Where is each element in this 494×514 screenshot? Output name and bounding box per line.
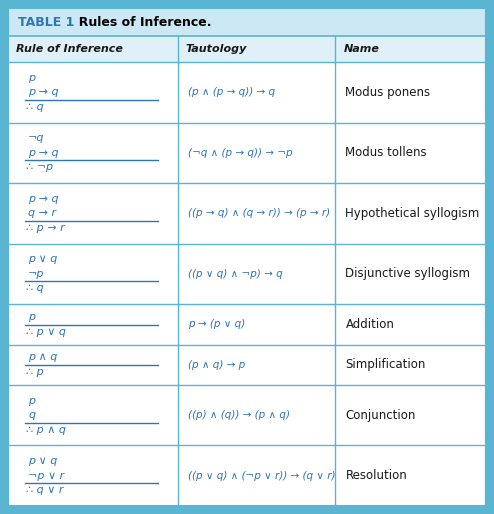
Text: TABLE 1: TABLE 1 <box>18 15 75 28</box>
Text: Modus tollens: Modus tollens <box>345 146 427 159</box>
Bar <box>8 304 486 344</box>
Text: Rules of Inference.: Rules of Inference. <box>70 15 211 28</box>
Bar <box>8 8 486 36</box>
Bar <box>8 344 486 385</box>
Text: ((p → q) ∧ (q → r)) → (p → r): ((p → q) ∧ (q → r)) → (p → r) <box>188 208 330 218</box>
Text: Name: Name <box>343 44 379 54</box>
Text: p ∧ q: p ∧ q <box>28 353 57 362</box>
Text: p: p <box>28 73 35 83</box>
Text: ∴ q: ∴ q <box>26 102 44 112</box>
Text: p → (p ∨ q): p → (p ∨ q) <box>188 319 245 329</box>
Text: Rule of Inference: Rule of Inference <box>16 44 123 54</box>
Text: ((p ∨ q) ∧ ¬p) → q: ((p ∨ q) ∧ ¬p) → q <box>188 269 283 279</box>
Text: ((p) ∧ (q)) → (p ∧ q): ((p) ∧ (q)) → (p ∧ q) <box>188 410 289 420</box>
Bar <box>8 183 486 244</box>
Text: Hypothetical syllogism: Hypothetical syllogism <box>345 207 480 220</box>
Text: ∴ p ∧ q: ∴ p ∧ q <box>26 425 66 435</box>
Text: ((p ∨ q) ∧ (¬p ∨ r)) → (q ∨ r): ((p ∨ q) ∧ (¬p ∨ r)) → (q ∨ r) <box>188 471 335 481</box>
Bar <box>8 36 486 62</box>
Text: p → q: p → q <box>28 87 59 97</box>
Text: p ∨ q: p ∨ q <box>28 456 57 466</box>
Text: ∴ p → r: ∴ p → r <box>26 223 65 233</box>
Text: ∴ p: ∴ p <box>26 367 44 377</box>
Text: Modus ponens: Modus ponens <box>345 86 431 99</box>
Bar <box>8 385 486 446</box>
Bar <box>8 122 486 183</box>
Text: q → r: q → r <box>28 208 56 218</box>
Text: (p ∧ q) → p: (p ∧ q) → p <box>188 360 245 370</box>
Text: q: q <box>28 410 35 420</box>
Bar <box>8 62 486 122</box>
Text: ∴ p ∨ q: ∴ p ∨ q <box>26 326 66 337</box>
Text: ∴ ¬p: ∴ ¬p <box>26 162 53 172</box>
Text: Disjunctive syllogism: Disjunctive syllogism <box>345 267 470 281</box>
Text: Conjunction: Conjunction <box>345 409 416 421</box>
Text: ¬p ∨ r: ¬p ∨ r <box>28 471 64 481</box>
Bar <box>8 244 486 304</box>
Text: Simplification: Simplification <box>345 358 426 371</box>
Text: Addition: Addition <box>345 318 394 331</box>
Text: ¬q: ¬q <box>28 133 44 143</box>
Text: Resolution: Resolution <box>345 469 407 482</box>
Text: ∴ q: ∴ q <box>26 283 44 293</box>
Text: p → q: p → q <box>28 194 59 204</box>
Text: p: p <box>28 396 35 406</box>
Text: ¬p: ¬p <box>28 269 44 279</box>
Text: Tautology: Tautology <box>186 44 247 54</box>
Text: (p ∧ (p → q)) → q: (p ∧ (p → q)) → q <box>188 87 275 97</box>
Text: (¬q ∧ (p → q)) → ¬p: (¬q ∧ (p → q)) → ¬p <box>188 148 292 158</box>
Text: p ∨ q: p ∨ q <box>28 254 57 264</box>
Bar <box>8 446 486 506</box>
Text: ∴ q ∨ r: ∴ q ∨ r <box>26 485 64 495</box>
Text: p → q: p → q <box>28 148 59 158</box>
Text: p: p <box>28 312 35 322</box>
